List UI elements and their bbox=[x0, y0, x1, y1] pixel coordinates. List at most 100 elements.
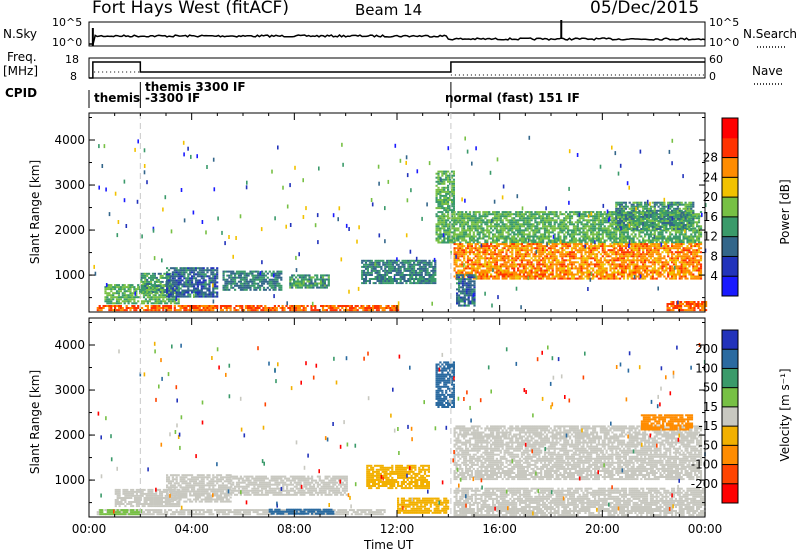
data-cell bbox=[150, 276, 153, 279]
data-cell bbox=[395, 305, 398, 307]
data-cell bbox=[135, 292, 138, 295]
data-cell bbox=[449, 227, 452, 230]
data-cell bbox=[455, 219, 458, 222]
data-cell bbox=[522, 265, 525, 268]
data-cell bbox=[447, 219, 450, 222]
data-cell bbox=[505, 277, 508, 280]
data-cell bbox=[551, 219, 554, 222]
data-cell bbox=[296, 286, 300, 289]
data-cell bbox=[547, 215, 550, 218]
data-cell bbox=[216, 293, 219, 296]
data-cell bbox=[540, 245, 543, 248]
data-cell bbox=[169, 302, 173, 305]
data-cell bbox=[374, 267, 377, 270]
data-cell bbox=[624, 269, 627, 272]
data-cell bbox=[403, 265, 406, 268]
data-cell bbox=[204, 291, 207, 294]
data-cell bbox=[405, 259, 408, 262]
data-cell bbox=[626, 215, 629, 218]
data-cell bbox=[439, 182, 442, 185]
data-cell bbox=[173, 275, 176, 278]
data-cell bbox=[617, 249, 620, 252]
data-cell bbox=[595, 233, 599, 236]
data-cell bbox=[416, 271, 420, 274]
data-cell bbox=[569, 261, 572, 264]
data-cell bbox=[482, 269, 485, 272]
data-cell bbox=[624, 235, 627, 238]
data-cell bbox=[210, 269, 213, 272]
data-cell bbox=[115, 300, 119, 303]
data-cell bbox=[387, 305, 390, 307]
data-cell bbox=[262, 286, 266, 289]
data-cell bbox=[452, 192, 455, 195]
data-cell bbox=[449, 235, 452, 238]
data-cell bbox=[403, 276, 406, 278]
data-cell bbox=[445, 192, 448, 195]
data-cell bbox=[570, 273, 574, 276]
data-cell bbox=[478, 249, 481, 252]
data-cell bbox=[193, 307, 196, 309]
data-cell bbox=[449, 192, 452, 195]
data-cell bbox=[422, 263, 425, 266]
data-cell bbox=[569, 211, 572, 214]
data-cell bbox=[542, 235, 545, 238]
data-cell bbox=[590, 243, 593, 246]
data-cell bbox=[649, 235, 652, 238]
data-cell bbox=[439, 203, 442, 205]
data-cell bbox=[497, 233, 500, 236]
data-cell bbox=[547, 213, 550, 216]
data-cell bbox=[277, 305, 280, 307]
data-cell bbox=[459, 253, 462, 256]
data-cell bbox=[450, 231, 454, 234]
data-cell bbox=[569, 267, 572, 270]
data-cell bbox=[235, 276, 239, 279]
data-cell bbox=[524, 245, 527, 248]
data-cell bbox=[445, 186, 448, 189]
data-cell bbox=[437, 199, 440, 201]
data-cell bbox=[497, 245, 500, 248]
data-cell bbox=[530, 229, 533, 232]
data-cell bbox=[175, 275, 178, 278]
data-cell bbox=[350, 305, 353, 307]
data-cell bbox=[522, 213, 525, 216]
data-cell bbox=[534, 257, 537, 260]
data-cell bbox=[490, 241, 493, 244]
data-cell bbox=[503, 265, 506, 268]
data-cell bbox=[476, 251, 479, 254]
data-cell bbox=[582, 255, 585, 258]
data-cell bbox=[298, 284, 301, 287]
data-cell bbox=[540, 235, 543, 238]
data-cell bbox=[547, 269, 550, 272]
data-cell bbox=[559, 263, 562, 266]
data-cell bbox=[140, 276, 143, 279]
data-cell bbox=[478, 225, 481, 228]
data-cell bbox=[484, 213, 487, 216]
data-cell bbox=[515, 229, 518, 232]
data-cell bbox=[183, 305, 186, 307]
data-cell bbox=[135, 294, 138, 297]
data-cell bbox=[183, 281, 186, 284]
data-cell bbox=[561, 261, 564, 264]
data-cell bbox=[492, 225, 495, 228]
data-cell bbox=[437, 229, 440, 232]
data-cell bbox=[532, 237, 535, 240]
data-cell bbox=[584, 223, 587, 226]
data-cell bbox=[185, 285, 188, 288]
data-cell bbox=[447, 225, 450, 228]
data-cell bbox=[501, 249, 504, 252]
data-cell bbox=[647, 229, 651, 232]
data-cell bbox=[393, 261, 396, 264]
data-cell bbox=[271, 309, 275, 312]
data-cell bbox=[466, 235, 470, 238]
data-cell bbox=[549, 217, 552, 220]
data-cell bbox=[542, 245, 545, 248]
data-cell bbox=[415, 276, 418, 278]
data-cell bbox=[115, 284, 119, 287]
data-cell bbox=[453, 263, 456, 266]
data-cell bbox=[144, 274, 147, 277]
data-cell bbox=[119, 305, 122, 307]
data-cell bbox=[597, 233, 600, 236]
data-cell bbox=[185, 295, 188, 298]
data-cell bbox=[202, 281, 205, 284]
data-cell bbox=[478, 275, 481, 278]
